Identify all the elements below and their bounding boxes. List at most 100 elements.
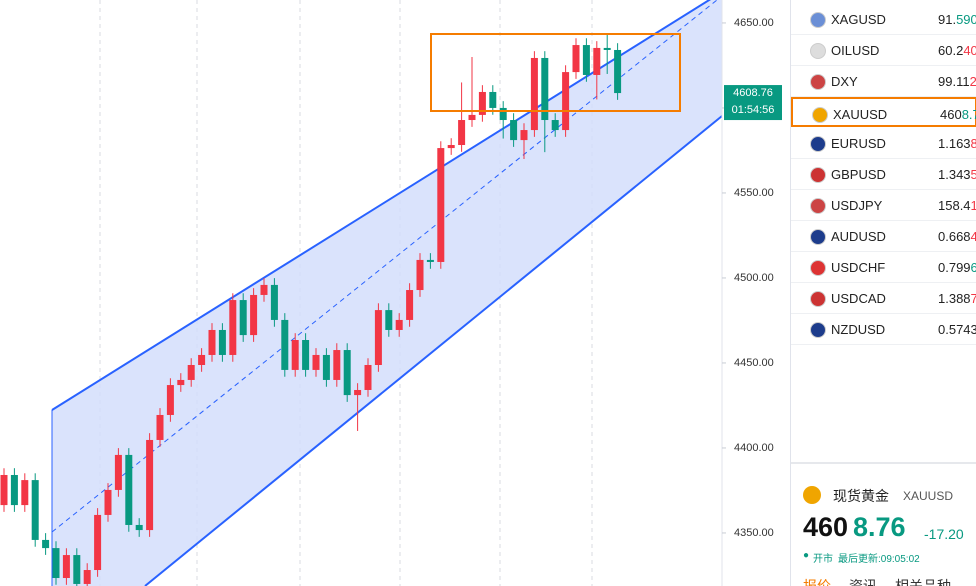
quote-update: 最后更新:09:05:02 [838, 554, 920, 565]
price-tail: 19 [971, 198, 976, 213]
candle-body [343, 350, 351, 396]
candle-body [520, 130, 528, 141]
y-tick-label: 4350.00 [734, 527, 774, 539]
candle-body [582, 45, 590, 75]
candle-body [270, 284, 278, 320]
price-tail: 4 [971, 229, 976, 244]
watchlist-row[interactable]: AUDUSD 0.6684 [791, 221, 976, 252]
symbol: OILUSD [831, 43, 880, 58]
price-tail: 7 [971, 291, 976, 306]
candle-body [104, 489, 112, 515]
candle-body [406, 290, 414, 320]
channel-mid [51, 0, 718, 533]
price: 60.240 [938, 43, 976, 58]
price-tail: 2 [970, 74, 976, 89]
candle-body [333, 350, 341, 380]
price-tail: 5 [971, 167, 976, 182]
tab[interactable]: 资讯 [849, 578, 877, 586]
candle-body [218, 329, 226, 355]
channel-lower [144, 115, 722, 586]
candle-body [302, 340, 310, 370]
candle-body [354, 389, 362, 396]
quote-symbol: XAUUSD [903, 489, 954, 503]
symbol: XAUUSD [833, 107, 888, 122]
plot-area [0, 0, 722, 586]
quote-price-tail: 8.76 [853, 512, 906, 542]
candle-body [572, 45, 580, 73]
candle-body [146, 439, 154, 531]
candle-body [83, 570, 91, 584]
candle-body [447, 145, 455, 149]
candle-body [614, 49, 622, 94]
candle-body [52, 548, 60, 579]
candle-body [177, 379, 185, 386]
candle-body [156, 414, 164, 440]
symbol: EURUSD [831, 136, 886, 151]
candle-body [593, 47, 601, 75]
price: 91.590 [938, 12, 976, 27]
watchlist-row[interactable]: GBPUSD 1.3435 [791, 159, 976, 190]
candle-body [250, 294, 258, 336]
candle-body [73, 555, 81, 584]
candle-body [562, 72, 570, 131]
symbol-icon [810, 322, 826, 338]
tab[interactable]: 相关品种 [895, 578, 951, 586]
quote-status: 开市 [813, 554, 833, 565]
quote-panel: 现货黄金 XAUUSD 460 8.76 -17.20 ● 开市 最后更新:09… [791, 462, 976, 586]
candle-body [437, 148, 445, 262]
watchlist-row[interactable]: NZDUSD 0.5743 [791, 314, 976, 345]
candle-body [551, 120, 559, 131]
candle-body [291, 340, 299, 370]
chart: 4350.004400.004450.004500.004550.004600.… [0, 0, 782, 586]
candle-body [385, 310, 393, 330]
candle-body [374, 310, 382, 365]
symbol: AUDUSD [831, 229, 886, 244]
y-tick-label: 4550.00 [734, 187, 774, 199]
y-tick-label: 4500.00 [734, 272, 774, 284]
watchlist-row[interactable]: XAUUSD 4608.76 [791, 97, 976, 127]
candle-body [541, 57, 549, 121]
price-head: 460 [940, 107, 962, 122]
price-head: 1.163 [938, 136, 971, 151]
watchlist-row[interactable]: DXY 99.112 [791, 66, 976, 97]
price-tail: 6 [971, 260, 976, 275]
symbol: NZDUSD [831, 322, 886, 337]
price-tail: 40 [963, 43, 976, 58]
candle-body [0, 474, 8, 506]
watchlist-row[interactable]: USDCAD 1.3887 [791, 283, 976, 314]
symbol-icon [810, 12, 826, 28]
candle-body [260, 284, 268, 295]
candle-body [229, 300, 237, 355]
last-price-label: 4608.76 [733, 87, 773, 99]
watchlist-row[interactable]: USDJPY 158.419 [791, 190, 976, 221]
symbol-icon [810, 136, 826, 152]
tab[interactable]: 报价 [803, 578, 831, 586]
quote-change: -17.20 [924, 526, 964, 542]
gold-icon [803, 486, 821, 504]
symbol: DXY [831, 74, 858, 89]
candles [0, 34, 622, 586]
symbol-icon [810, 229, 826, 245]
watchlist-row[interactable]: USDCHF 0.7996 [791, 252, 976, 283]
symbol: USDJPY [831, 198, 883, 213]
candle-body [312, 354, 320, 370]
watchlist-row[interactable]: EURUSD 1.1638 [791, 128, 976, 159]
y-tick-label: 4650.00 [734, 17, 774, 29]
price-head: 0.5743 [938, 322, 976, 337]
candle-body [281, 319, 289, 370]
candle-body [510, 120, 518, 141]
candle-body [364, 364, 372, 390]
price-tail: 8 [971, 136, 976, 151]
candle-body [198, 354, 206, 365]
price: 1.1638 [938, 136, 976, 151]
candle-body [42, 539, 50, 549]
quote-name: 现货黄金 [833, 488, 889, 504]
candle-body [94, 514, 102, 571]
watchlist-row[interactable]: OILUSD 60.240 [791, 35, 976, 66]
highlight-box [430, 33, 681, 112]
channel-fill [52, 0, 722, 586]
candle-body [603, 47, 611, 50]
price-head: 91. [938, 12, 957, 27]
watchlist-row[interactable]: XAGUSD 91.590 [791, 4, 976, 35]
